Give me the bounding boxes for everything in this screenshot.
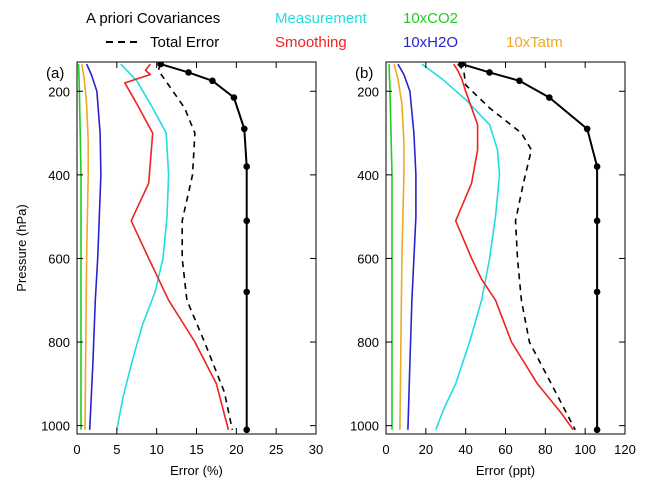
series-line-total_error xyxy=(457,63,576,431)
apriori-marker xyxy=(185,69,192,76)
legend-co2-label: 10xCO2 xyxy=(403,10,458,27)
y-tick-label: 600 xyxy=(357,251,379,266)
x-tick-label: 40 xyxy=(458,442,472,457)
plot-frame xyxy=(385,61,626,435)
x-tick-label: 100 xyxy=(574,442,596,457)
x-tick-label: 10 xyxy=(149,442,163,457)
x-tick-label: 15 xyxy=(189,442,203,457)
y-tick-label: 1000 xyxy=(350,419,379,434)
series-line-apriori xyxy=(461,63,599,430)
legend-total-error-label: Total Error xyxy=(150,34,219,51)
x-tick-label: 20 xyxy=(419,442,433,457)
y-axis-label: Pressure (hPa) xyxy=(14,204,29,291)
x-tick-label: 0 xyxy=(382,442,389,457)
y-tick-label: 400 xyxy=(357,168,379,183)
apriori-marker xyxy=(593,426,601,434)
series-line-co2 xyxy=(77,64,82,430)
apriori-marker xyxy=(516,77,523,85)
apriori-marker xyxy=(243,426,250,434)
panel-b: 0 20 40 60 80 100 120 200 400 600 800 1000 (b) Error … xyxy=(350,61,636,478)
series-line-smoothing xyxy=(453,63,574,431)
series-line-smoothing xyxy=(124,63,230,431)
panel-a: 0 5 10 15 20 25 30 200 400 600 800 1000 (a) Error (%)… xyxy=(14,61,323,478)
x-tick-label: 20 xyxy=(229,442,243,457)
series-line-h2o xyxy=(85,63,102,430)
apriori-marker xyxy=(458,62,465,68)
series-line-measurement xyxy=(116,63,170,430)
apriori-marker xyxy=(593,217,601,225)
series-group xyxy=(77,62,250,434)
apriori-marker xyxy=(486,69,493,76)
y-tick-label: 200 xyxy=(48,84,70,99)
legend-h2o-label: 10xH2O xyxy=(403,34,458,51)
apriori-marker xyxy=(243,217,250,225)
series-line-total_error xyxy=(157,63,234,430)
series-line-h2o xyxy=(397,63,417,430)
y-tick-label: 200 xyxy=(357,84,379,99)
x-tick-label: 80 xyxy=(538,442,552,457)
y-tick-label: 400 xyxy=(48,168,70,183)
series-line-tatm xyxy=(393,63,405,430)
x-tick-label: 30 xyxy=(309,442,323,457)
x-axis-label: Error (ppt) xyxy=(476,463,535,478)
series-group xyxy=(388,62,601,434)
legend-tatm-label: 10xTatm xyxy=(506,34,563,51)
apriori-marker xyxy=(243,163,250,170)
x-tick-label: 25 xyxy=(269,442,283,457)
plot-frame xyxy=(76,61,317,435)
series-line-co2 xyxy=(388,64,393,430)
series-line-tatm xyxy=(81,63,89,430)
x-tick-label: 120 xyxy=(614,442,636,457)
y-tick-label: 600 xyxy=(48,251,70,266)
series-line-measurement xyxy=(421,63,501,431)
series-line-apriori xyxy=(160,63,248,430)
legend: A priori Covariances Total Error Measure… xyxy=(86,10,563,51)
apriori-marker xyxy=(583,125,591,133)
panel-label: (a) xyxy=(46,65,64,82)
apriori-marker xyxy=(593,163,601,170)
legend-smoothing-label: Smoothing xyxy=(275,34,347,51)
apriori-marker xyxy=(243,288,250,296)
y-tick-label: 1000 xyxy=(41,419,70,434)
legend-apriori-label: A priori Covariances xyxy=(86,10,220,27)
apriori-marker xyxy=(593,288,601,296)
panel-label: (b) xyxy=(355,65,373,82)
legend-measurement-label: Measurement xyxy=(275,10,368,27)
apriori-marker xyxy=(209,77,216,85)
y-tick-label: 800 xyxy=(48,335,70,350)
x-axis-label: Error (%) xyxy=(170,463,223,478)
apriori-marker xyxy=(241,125,248,133)
x-tick-label: 5 xyxy=(113,442,120,457)
x-tick-label: 60 xyxy=(498,442,512,457)
apriori-marker xyxy=(546,94,553,101)
apriori-marker xyxy=(230,94,238,101)
y-tick-label: 800 xyxy=(357,335,379,350)
x-tick-label: 0 xyxy=(73,442,80,457)
apriori-marker xyxy=(157,62,164,68)
